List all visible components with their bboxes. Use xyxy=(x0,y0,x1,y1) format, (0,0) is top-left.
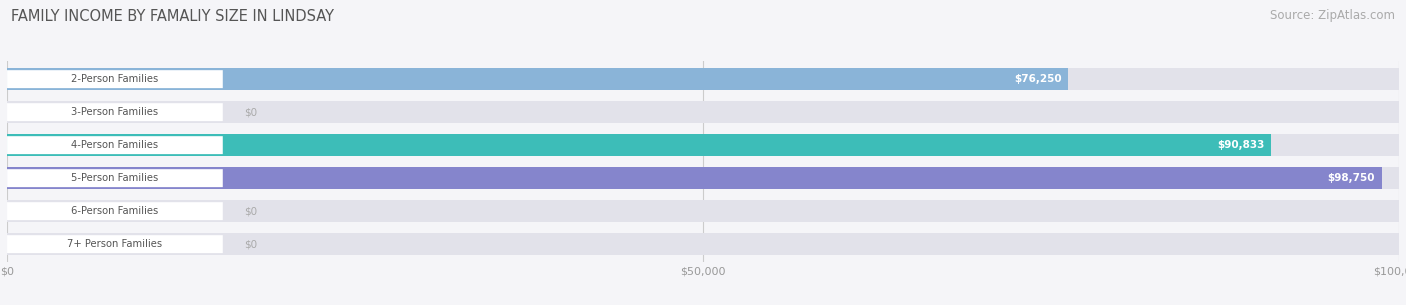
Text: $0: $0 xyxy=(243,206,257,216)
FancyBboxPatch shape xyxy=(7,70,222,88)
Text: 4-Person Families: 4-Person Families xyxy=(72,140,159,150)
Text: 3-Person Families: 3-Person Families xyxy=(72,107,159,117)
Text: FAMILY INCOME BY FAMALIY SIZE IN LINDSAY: FAMILY INCOME BY FAMALIY SIZE IN LINDSAY xyxy=(11,9,335,24)
Text: $90,833: $90,833 xyxy=(1218,140,1264,150)
Text: 6-Person Families: 6-Person Families xyxy=(72,206,159,216)
Text: 5-Person Families: 5-Person Families xyxy=(72,173,159,183)
Text: $98,750: $98,750 xyxy=(1327,173,1375,183)
Bar xyxy=(7,134,1271,156)
Bar xyxy=(7,200,1399,222)
Bar xyxy=(7,167,1382,189)
Text: $0: $0 xyxy=(243,239,257,249)
Bar xyxy=(7,233,1399,255)
Bar xyxy=(7,68,1069,90)
FancyBboxPatch shape xyxy=(7,169,222,187)
FancyBboxPatch shape xyxy=(7,235,222,253)
Bar xyxy=(7,68,1399,90)
Text: 7+ Person Families: 7+ Person Families xyxy=(67,239,163,249)
Text: Source: ZipAtlas.com: Source: ZipAtlas.com xyxy=(1270,9,1395,22)
Text: $76,250: $76,250 xyxy=(1014,74,1062,84)
Text: $0: $0 xyxy=(243,107,257,117)
FancyBboxPatch shape xyxy=(7,136,222,154)
FancyBboxPatch shape xyxy=(7,202,222,220)
Bar xyxy=(7,134,1399,156)
Bar xyxy=(7,167,1399,189)
FancyBboxPatch shape xyxy=(7,103,222,121)
Text: 2-Person Families: 2-Person Families xyxy=(72,74,159,84)
Bar xyxy=(7,101,1399,123)
